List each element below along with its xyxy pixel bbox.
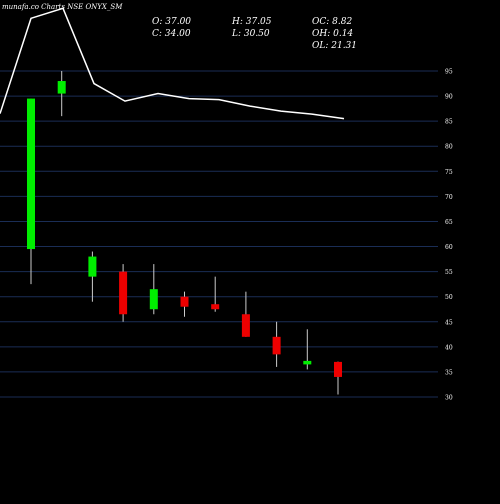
y-tick-label: 60 [445, 244, 453, 251]
ol-value: OL: 21.31 [312, 41, 358, 51]
close-value: C: 34.00 [152, 29, 191, 39]
candle-body-up [27, 98, 35, 250]
line-layer [0, 7, 345, 120]
y-tick-label: 80 [445, 144, 453, 151]
y-tick-label: 45 [445, 319, 453, 326]
candle-body-up [88, 256, 97, 277]
y-axis-ticks: 95 90 85 80 75 70 65 60 55 50 45 40 35 30 [445, 69, 453, 402]
y-tick-label: 85 [445, 119, 453, 126]
y-tick-label: 70 [445, 194, 453, 201]
candle-body-down [241, 314, 250, 337]
y-tick-label: 35 [445, 369, 453, 376]
chart-title: munafa.co Charts NSE ONYX_SM [2, 3, 123, 11]
low-value: L: 30.50 [232, 29, 270, 39]
y-tick-label: 40 [445, 344, 453, 351]
high-value: H: 37.05 [232, 17, 272, 27]
candle-body-down [119, 271, 128, 315]
candle-body-down [334, 361, 342, 377]
candle-body-down [211, 304, 220, 310]
y-tick-label: 90 [445, 94, 453, 101]
y-tick-label: 55 [445, 269, 453, 276]
y-tick-label: 95 [445, 69, 453, 76]
candle-body-up [57, 81, 66, 94]
candle-body-up [303, 360, 312, 365]
candle-body-down [180, 296, 189, 307]
candle-body-up [149, 289, 158, 310]
y-tick-label: 65 [445, 219, 453, 226]
y-tick-label: 50 [445, 294, 453, 301]
grid-layer [0, 70, 438, 398]
candles-layer [27, 71, 342, 395]
y-tick-label: 75 [445, 169, 453, 176]
oc-value: OC: 8.82 [312, 17, 353, 27]
oh-value: OH: 0.14 [312, 29, 354, 39]
y-tick-label: 30 [445, 395, 453, 402]
moving-average-line [0, 7, 345, 120]
open-value: O: 37.00 [152, 17, 192, 27]
candle-body-down [272, 336, 281, 355]
